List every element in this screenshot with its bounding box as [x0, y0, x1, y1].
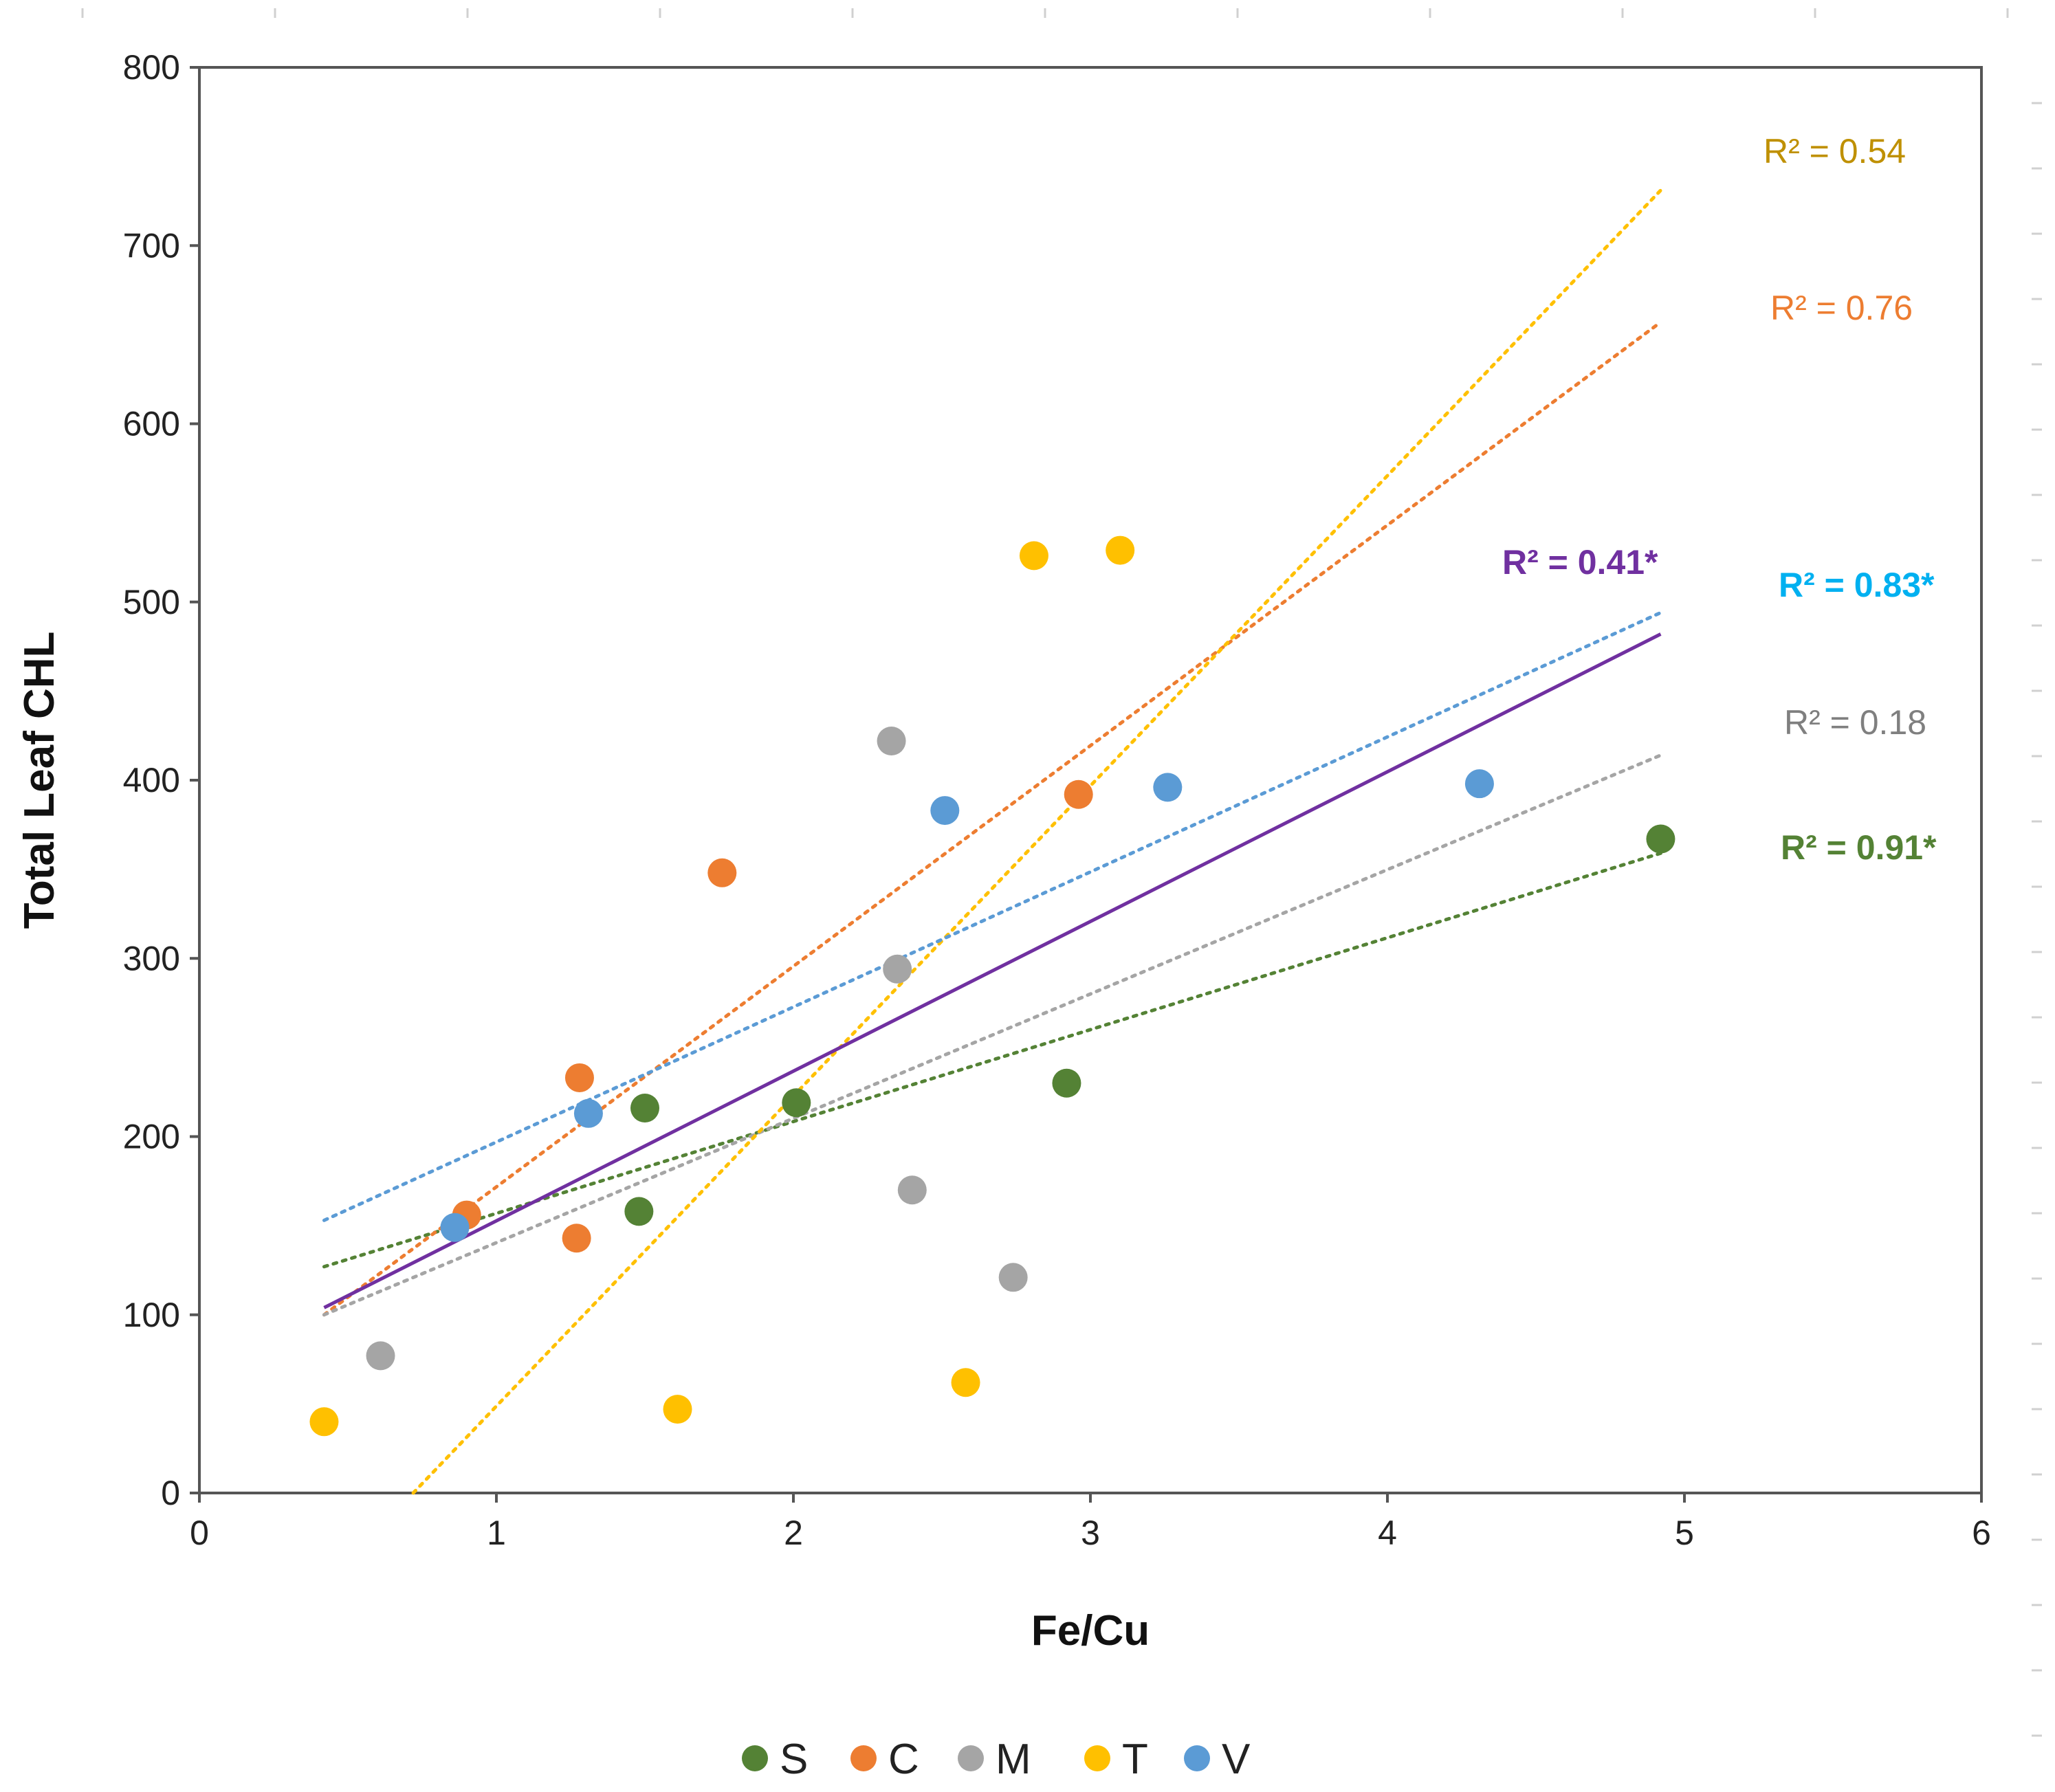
x-axis: 0 1 2 3 4 5 6: [190, 1493, 1991, 1552]
data-point-t: [951, 1368, 980, 1397]
r2-label-v: R² = 0.83*: [1779, 566, 1935, 604]
y-tick-label: 100: [123, 1296, 180, 1334]
trendlines: [322, 188, 1662, 1495]
x-tick-label: 2: [784, 1514, 803, 1552]
trendline-m: [322, 753, 1662, 1317]
data-point-c: [707, 858, 737, 887]
r2-label-t: R² = 0.54: [1763, 132, 1906, 170]
data-point-m: [883, 954, 912, 984]
r2-label-m: R² = 0.18: [1784, 703, 1926, 742]
y-tick-label: 300: [123, 939, 180, 977]
trendline-t: [411, 188, 1662, 1495]
r2-label-overall: R² = 0.41*: [1502, 543, 1658, 582]
data-point-c: [562, 1224, 591, 1253]
legend-label-m: M: [996, 1736, 1031, 1783]
y-tick-label: 800: [123, 48, 180, 87]
legend-marker-c: [850, 1745, 877, 1771]
frame-ticks: [81, 8, 2042, 1737]
legend-label-t: T: [1122, 1736, 1148, 1783]
data-point-s: [630, 1094, 659, 1123]
data-point-t: [1019, 541, 1048, 571]
data-point-c: [1064, 779, 1093, 809]
y-tick-label: 500: [123, 583, 180, 621]
legend-marker-m: [958, 1745, 984, 1771]
data-point-s: [782, 1088, 811, 1118]
x-tick-label: 3: [1081, 1514, 1100, 1552]
data-point-v: [440, 1213, 470, 1242]
y-axis: 0 100 200 300 400 500 600 700 800: [123, 48, 199, 1512]
x-tick-label: 1: [487, 1514, 506, 1552]
data-point-v: [573, 1098, 603, 1128]
r2-label-c: R² = 0.76: [1770, 289, 1913, 327]
data-point-m: [877, 726, 906, 755]
data-point-m: [998, 1263, 1028, 1292]
y-tick-label: 600: [123, 405, 180, 443]
x-tick-label: 5: [1675, 1514, 1694, 1552]
data-point-s: [624, 1197, 654, 1226]
y-tick-label: 400: [123, 761, 180, 799]
data-point-v: [1153, 773, 1183, 802]
r2-labels: R² = 0.91* R² = 0.76 R² = 0.18 R² = 0.54 R² …: [1502, 132, 1937, 867]
x-axis-title: Fe/Cu: [1031, 1607, 1150, 1655]
x-tick-label: 4: [1378, 1514, 1397, 1552]
data-points: [309, 535, 1675, 1437]
trendline-v: [322, 610, 1662, 1222]
data-point-s: [1646, 824, 1675, 854]
data-point-c: [564, 1063, 594, 1092]
data-point-t: [1106, 535, 1135, 565]
x-tick-label: 0: [190, 1514, 209, 1552]
legend-marker-s: [742, 1745, 768, 1771]
data-point-v: [1464, 769, 1494, 799]
data-point-s: [1052, 1068, 1081, 1098]
x-tick-label: 6: [1972, 1514, 1991, 1552]
data-point-v: [930, 796, 960, 826]
legend-label-c: C: [888, 1736, 919, 1783]
y-tick-label: 700: [123, 226, 180, 265]
legend-label-v: V: [1222, 1736, 1251, 1783]
y-axis-title: Total Leaf CHL: [16, 632, 63, 929]
r2-label-s: R² = 0.91*: [1781, 828, 1937, 867]
data-point-t: [663, 1395, 692, 1424]
trendline-c: [322, 320, 1662, 1317]
trendline-s: [322, 851, 1662, 1269]
legend-label-s: S: [780, 1736, 808, 1783]
trendline-overall: [323, 632, 1662, 1309]
data-point-m: [366, 1341, 395, 1371]
legend-marker-t: [1084, 1745, 1110, 1771]
y-tick-label: 200: [123, 1118, 180, 1156]
data-point-t: [309, 1407, 339, 1437]
data-point-m: [897, 1175, 927, 1205]
legend-marker-v: [1184, 1745, 1210, 1771]
y-tick-label: 0: [161, 1474, 180, 1512]
